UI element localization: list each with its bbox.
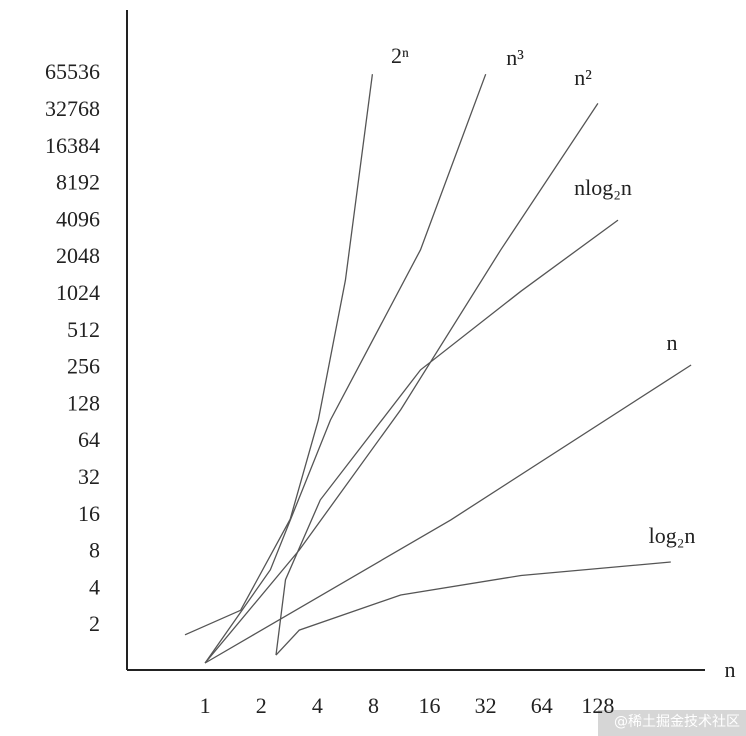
x-axis-label: n [725, 657, 736, 682]
y-tick-label: 65536 [45, 59, 100, 84]
y-tick-label: 8 [89, 538, 100, 563]
watermark: @稀土掘金技术社区 [614, 714, 740, 730]
y-tick-label: 8192 [56, 170, 100, 195]
y-tick-label: 4096 [56, 206, 100, 231]
series-line [204, 73, 487, 664]
x-tick-label: 32 [475, 693, 497, 718]
series-label: 2ⁿ [391, 43, 409, 68]
x-tick-label: 128 [581, 693, 614, 718]
series-line [275, 561, 671, 656]
series-line [204, 364, 692, 664]
x-tick-label: 2 [256, 693, 267, 718]
y-tick-label: 16384 [45, 133, 100, 158]
series-label: n² [574, 65, 592, 90]
y-tick-label: 2 [89, 611, 100, 636]
series-label: n [667, 330, 678, 355]
y-tick-label: 32768 [45, 96, 100, 121]
y-tick-label: 128 [67, 390, 100, 415]
y-tick-label: 2048 [56, 243, 100, 268]
series-label: log₂n [649, 523, 696, 548]
series-line [275, 219, 619, 656]
y-tick-label: 1024 [56, 280, 100, 305]
series-line [184, 74, 374, 636]
y-tick-label: 512 [67, 317, 100, 342]
x-tick-label: 1 [200, 693, 211, 718]
y-tick-label: 256 [67, 354, 100, 379]
watermark-bg [598, 710, 746, 736]
series-line [204, 103, 599, 664]
x-tick-label: 4 [312, 693, 323, 718]
y-tick-label: 16 [78, 501, 100, 526]
series-label: n³ [506, 45, 524, 70]
x-tick-label: 64 [531, 693, 553, 718]
y-tick-label: 32 [78, 464, 100, 489]
y-tick-label: 4 [89, 574, 100, 599]
series-label: nlog₂n [574, 175, 632, 200]
x-tick-label: 16 [419, 693, 441, 718]
y-tick-label: 64 [78, 427, 100, 452]
x-tick-label: 8 [368, 693, 379, 718]
